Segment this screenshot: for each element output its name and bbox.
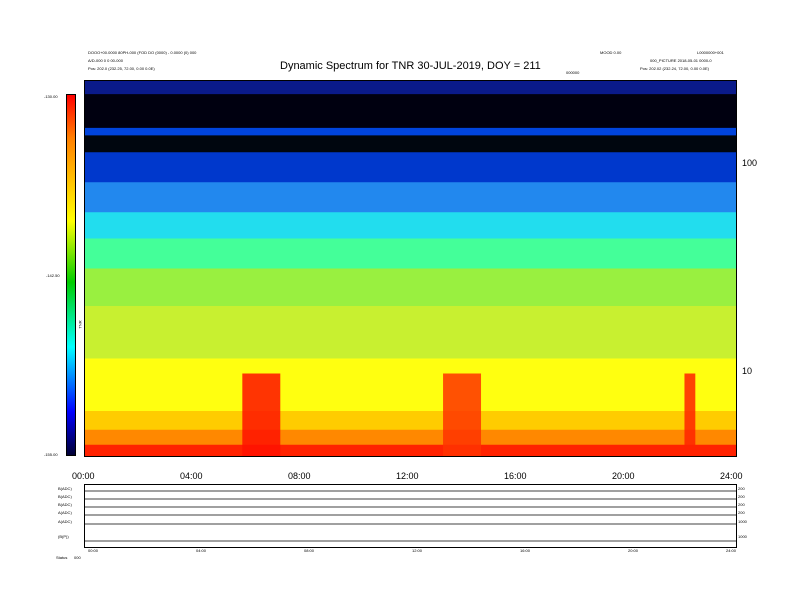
spectrum-band-9 xyxy=(85,306,736,360)
spectrum-band-8 xyxy=(85,268,736,307)
spectrum-band-5 xyxy=(85,182,736,214)
panel-x-tick-5: 20:00 xyxy=(628,548,639,553)
x-tick-2: 08:00 xyxy=(288,471,311,481)
panel-label-6: (B(P)) xyxy=(58,534,69,539)
spectrum-band-4 xyxy=(85,152,736,184)
spectrum-band-7 xyxy=(85,238,736,270)
spectrum-band-2 xyxy=(85,127,736,137)
panel-right-3: 200 xyxy=(738,502,745,507)
panel-x-tick-3: 12:00 xyxy=(412,548,423,553)
spectrum-feature-0 xyxy=(242,373,281,456)
spectrum-band-0 xyxy=(85,81,736,96)
spectrum-band-12 xyxy=(85,429,736,446)
panel-x-tick-2: 08:00 xyxy=(304,548,315,553)
x-tick-4: 16:00 xyxy=(504,471,527,481)
status-label: Status xyxy=(56,555,68,560)
x-tick-0: 00:00 xyxy=(72,471,95,481)
header-text-1: DOOO+00.0000 80PH-000 (FOD DO (0000) - 0… xyxy=(88,50,197,55)
header-text-5: L0000000+001 xyxy=(697,50,724,55)
spectrum-band-3 xyxy=(85,135,736,154)
panel-label-4: A(ADC) xyxy=(58,510,72,515)
y-tick-10: 10 xyxy=(742,366,753,376)
header-text-3: Pos: 202.0 (232.25, 72.00, 0.00 0.0E) xyxy=(88,66,155,71)
panel-x-tick-4: 16:00 xyxy=(520,548,531,553)
panel-right-5: 1000 xyxy=(738,519,747,524)
panel-right-4: 200 xyxy=(738,510,745,515)
spectrum-band-1 xyxy=(85,94,736,129)
panel-right-6: 1000 xyxy=(738,534,747,539)
y-tick-100: 100 xyxy=(742,158,758,168)
spectrum-band-13 xyxy=(85,444,736,456)
panel-label-3: B(ADC) xyxy=(58,502,72,507)
panel-right-1: 200 xyxy=(738,486,745,491)
header-text-4: MOOD 0.00 xyxy=(600,50,622,55)
header-text-2: A/D-000 0 0 00-000 xyxy=(88,58,123,63)
colorbar-axis-label: TNR xyxy=(77,320,83,329)
panel-label-2: B(ADC) xyxy=(58,494,72,499)
spectrum-feature-1 xyxy=(443,373,482,456)
spectrum-feature-2 xyxy=(684,373,696,456)
colorbar-top-label: -130.00 xyxy=(44,94,58,99)
x-tick-5: 20:00 xyxy=(612,471,635,481)
panel-right-2: 200 xyxy=(738,494,745,499)
spectrum-band-10 xyxy=(85,358,736,412)
x-tick-3: 12:00 xyxy=(396,471,419,481)
panel-label-1: B(ADC) xyxy=(58,486,72,491)
chart-title: Dynamic Spectrum for TNR 30-JUL-2019, DO… xyxy=(280,60,541,72)
x-tick-1: 04:00 xyxy=(180,471,203,481)
spectrum-band-6 xyxy=(85,212,736,240)
header-text-7: Pos: 202.02 (232.24, 72.00, 0.00 0.0E) xyxy=(640,66,709,71)
marker-label: 000000 xyxy=(566,70,580,75)
colorbar xyxy=(66,94,76,456)
panel-label-5: A(ADC) xyxy=(58,519,72,524)
panel-x-tick-6: 24:00 xyxy=(726,548,737,553)
x-tick-6: 24:00 xyxy=(720,471,743,481)
housekeeping-panels xyxy=(84,484,737,548)
colorbar-bottom-label: -155.00 xyxy=(44,452,58,457)
status-value: 000 xyxy=(74,555,81,560)
panel-x-tick-0: 00:00 xyxy=(88,548,99,553)
spectrum-band-11 xyxy=(85,411,736,431)
colorbar-mid-label: -142.50 xyxy=(46,273,60,278)
dynamic-spectrum-heatmap xyxy=(84,80,737,457)
header-text-6: 000_PICTURE 2018-05-01 0000-0 xyxy=(650,58,712,63)
panel-x-tick-1: 04:00 xyxy=(196,548,207,553)
